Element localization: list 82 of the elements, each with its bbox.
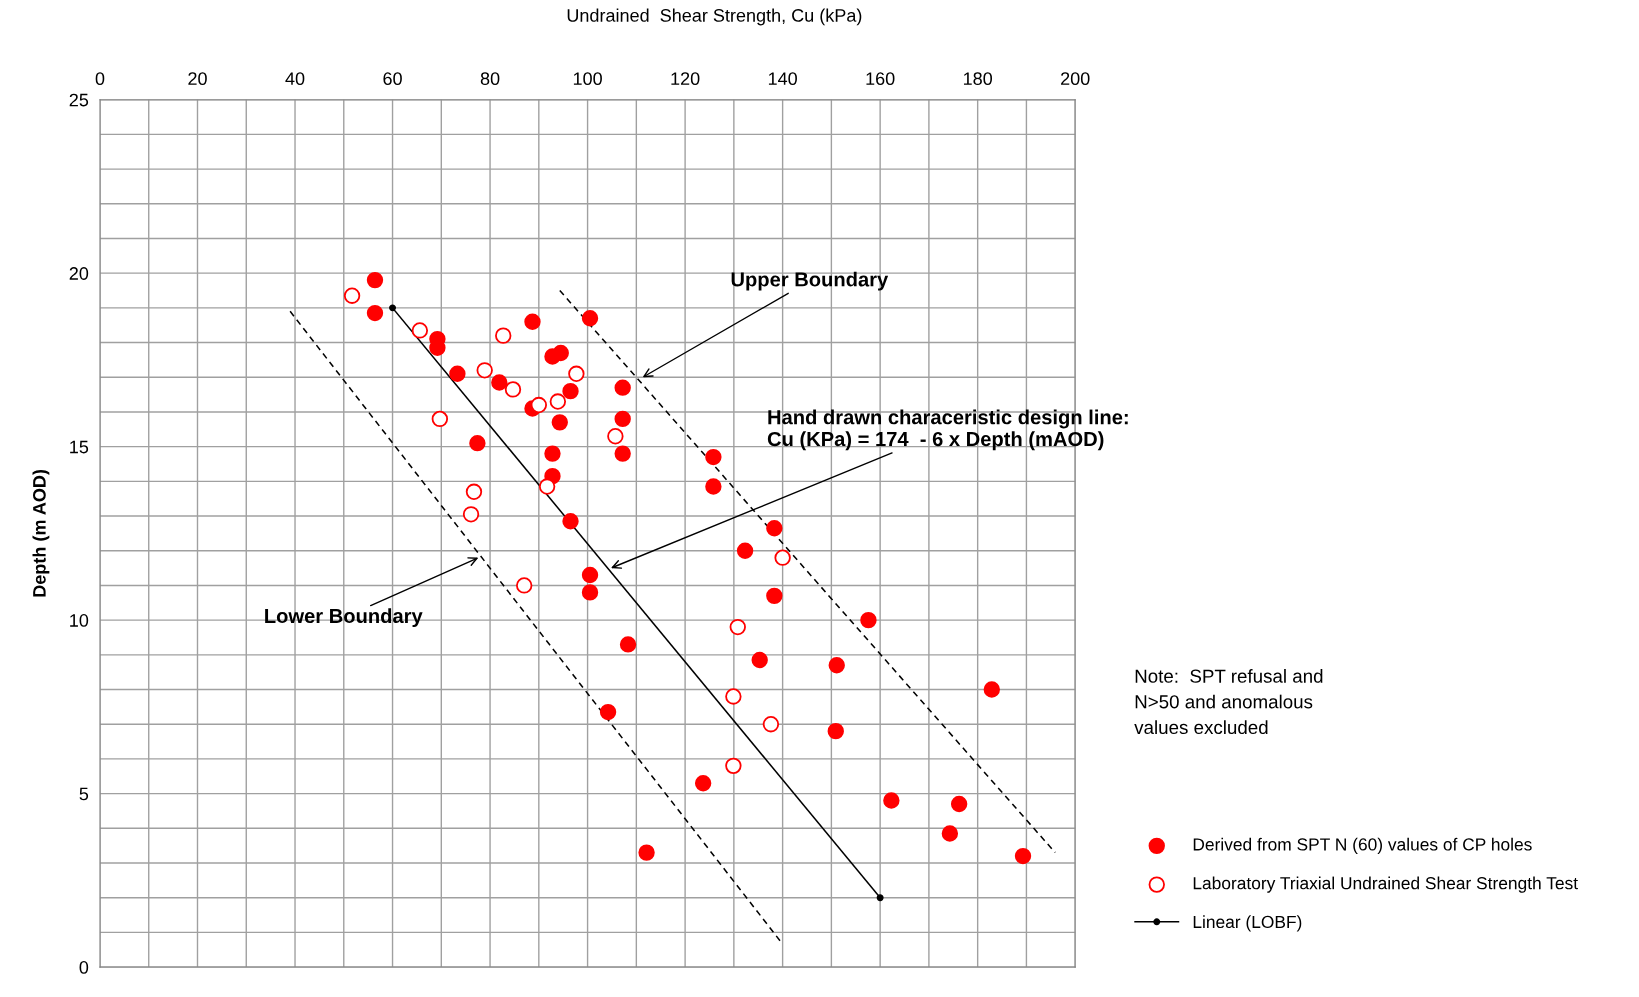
- point: [876, 894, 884, 902]
- point: [983, 681, 1000, 698]
- point: [729, 618, 746, 636]
- point: [860, 611, 877, 629]
- point: [581, 584, 599, 601]
- point: [619, 636, 637, 653]
- point: [705, 478, 722, 495]
- point: [614, 410, 631, 428]
- point: [751, 651, 768, 669]
- point: [694, 775, 712, 792]
- text: Note: SPT refusal and N>50 and anomalous values excluded: [1134, 669, 1323, 735]
- point: [774, 549, 791, 566]
- point: [431, 410, 449, 428]
- point: [568, 365, 585, 382]
- annotation: Lower Boundary: [265, 608, 423, 628]
- y-axis-title: Depth (m AOD): [32, 469, 50, 597]
- x-tick-label: 100: [573, 72, 602, 86]
- point: [941, 825, 959, 842]
- point: [544, 445, 561, 462]
- y-tick-label: 5: [79, 787, 89, 801]
- point: [366, 271, 384, 289]
- point: [607, 428, 624, 445]
- point: [614, 445, 631, 462]
- point: [950, 795, 968, 813]
- legend-label: Laboratory Triaxial Undrained Shear Strength Test: [1193, 876, 1578, 893]
- annotation: Upper Boundary: [731, 271, 889, 291]
- point: [762, 716, 780, 733]
- x-tick-label: 60: [383, 72, 402, 86]
- point: [638, 844, 655, 861]
- point: [705, 448, 722, 466]
- point: [1014, 847, 1032, 865]
- point: [725, 688, 742, 705]
- point: [538, 478, 556, 495]
- point: [766, 587, 783, 605]
- point: [736, 542, 754, 559]
- point: [552, 344, 569, 362]
- point: [366, 304, 384, 322]
- point: [343, 287, 361, 304]
- point: [462, 506, 480, 523]
- y-tick-label: 25: [69, 93, 89, 107]
- point: [562, 513, 579, 530]
- point: [828, 657, 845, 674]
- point: [581, 310, 599, 327]
- x-tick-label: 140: [768, 72, 797, 86]
- point: [469, 434, 486, 452]
- point: [465, 483, 483, 500]
- point: [883, 792, 900, 809]
- y-tick-label: 0: [79, 961, 89, 974]
- x-axis-title: Undrained Shear Strength, Cu (kPa): [567, 8, 862, 26]
- point: [389, 304, 397, 312]
- y-tick-label: 15: [70, 440, 89, 454]
- point: [495, 327, 512, 344]
- point: [491, 374, 508, 391]
- point: [549, 393, 567, 410]
- point: [614, 379, 631, 396]
- annotation: Hand drawn characeristic design line: Cu (KPa) = 174 - 6 x Depth (mAOD): [767, 409, 1128, 451]
- x-tick-label: 180: [963, 72, 993, 86]
- point: [476, 362, 493, 379]
- x-tick-label: 200: [1061, 72, 1090, 86]
- point: [551, 414, 568, 431]
- point: [504, 381, 522, 398]
- point: [581, 566, 599, 584]
- legend-label: Linear (LOBF): [1193, 915, 1302, 932]
- point: [725, 757, 742, 775]
- x-tick-label: 20: [188, 72, 207, 86]
- x-tick-label: 0: [95, 72, 105, 86]
- legend-label: Derived from SPT N (60) values of CP holes: [1193, 837, 1532, 855]
- point: [449, 365, 466, 382]
- y-tick-label: 10: [70, 614, 89, 627]
- x-tick-label: 40: [285, 72, 305, 86]
- point: [524, 313, 541, 330]
- point: [562, 382, 579, 400]
- x-tick-label: 160: [866, 72, 895, 86]
- point: [599, 703, 617, 721]
- point: [411, 322, 429, 339]
- point: [516, 577, 533, 594]
- point: [530, 396, 548, 414]
- x-tick-label: 120: [671, 72, 700, 86]
- x-tick-label: 80: [480, 72, 500, 86]
- point: [766, 520, 783, 537]
- y-tick-label: 20: [69, 267, 89, 280]
- point: [827, 722, 844, 740]
